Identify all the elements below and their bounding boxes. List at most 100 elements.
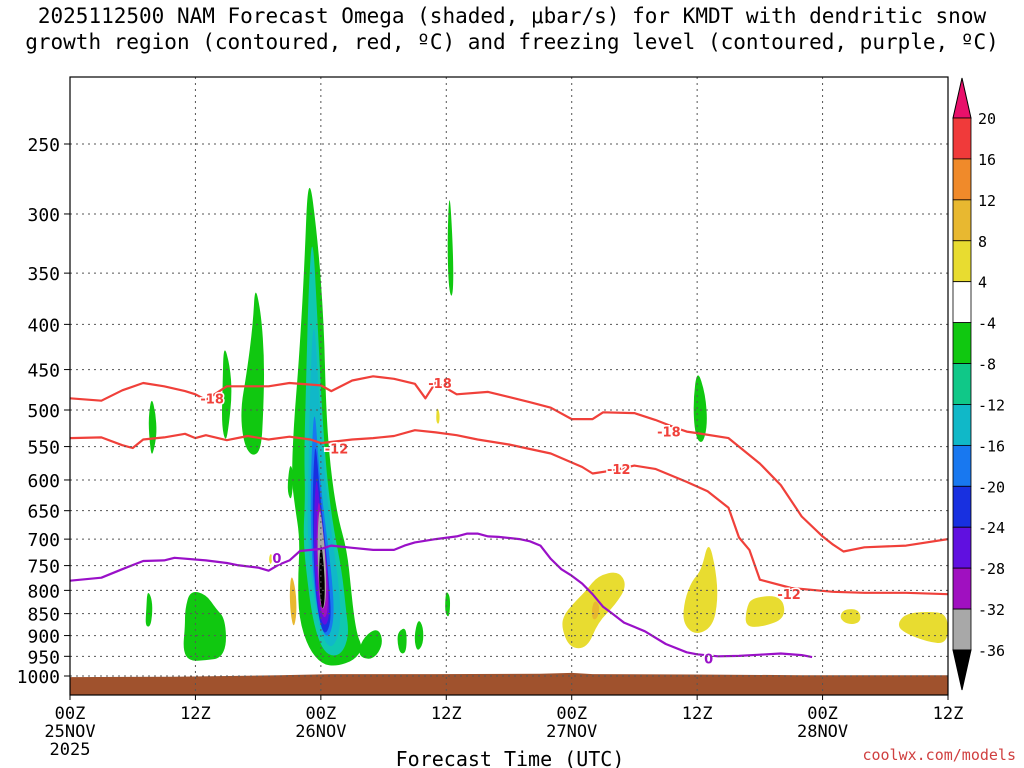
omega-region-29: [898, 611, 948, 644]
colorbar-label: -4: [978, 315, 996, 333]
x-tick-date: 28NOV: [797, 722, 848, 742]
plot-area: -18 -18 -18 -12 -12 -12 0 0: [70, 187, 948, 695]
colorbar-arrow-top: [952, 77, 972, 119]
colorbar-box: [952, 158, 972, 201]
y-tick-label-400: 400: [27, 315, 60, 336]
colorbar-label: -20: [978, 478, 1005, 496]
colorbar-label: 8: [978, 233, 987, 251]
omega-region-25: [591, 601, 600, 620]
contour--12-1: [70, 429, 948, 596]
colorbar-label: -32: [978, 601, 1005, 619]
colorbar-box: [952, 567, 972, 610]
y-tick-label-700: 700: [27, 530, 60, 551]
x-tick-year: 2025: [50, 740, 91, 760]
contour-label: -18: [200, 392, 224, 407]
omega-region-19: [359, 630, 382, 659]
contour-0-2: [70, 532, 813, 659]
terrain-band: [70, 672, 948, 695]
x-tick-label: 12Z: [431, 704, 462, 724]
colorbar-label: 16: [978, 151, 996, 169]
colorbar: 20 16 12 8 4 -4 -8 -12 -16 -20 -24 -28 -32 -36: [952, 77, 1005, 691]
omega-region-21: [436, 408, 440, 424]
contour-label: 0: [272, 552, 281, 567]
colorbar-label: -36: [978, 642, 1005, 660]
x-tick-label: 12Z: [933, 704, 964, 724]
colorbar-box: [952, 199, 972, 242]
y-tick-label-900: 900: [27, 627, 60, 648]
site-credit[interactable]: coolwx.com/models: [862, 746, 1016, 764]
y-axis: 2503003504004505005506006507007508008509…: [17, 135, 70, 688]
omega-shading: -18 -18 -18 -12 -12 -12 0 0: [70, 187, 948, 695]
plot-frame: [69, 76, 949, 696]
y-tick-label-500: 500: [27, 401, 60, 422]
y-tick-label-300: 300: [27, 205, 60, 226]
colorbar-box: [952, 363, 972, 405]
colorbar-label: 12: [978, 192, 996, 210]
y-tick-label-750: 750: [27, 557, 60, 578]
colorbar-box: [952, 404, 972, 446]
chart-title-line-2: growth region (contoured, red, ºC) and f…: [25, 30, 999, 54]
y-tick-label-800: 800: [27, 581, 60, 602]
x-tick-label: 00Z: [55, 704, 86, 724]
x-tick-date: 25NOV: [44, 722, 95, 742]
y-tick-label-950: 950: [27, 647, 60, 668]
x-axis-title: Forecast Time (UTC): [396, 747, 625, 768]
colorbar-label: -12: [978, 396, 1005, 414]
colorbar-label: 20: [978, 110, 996, 128]
contour-label: -12: [325, 443, 349, 458]
colorbar-box: [952, 117, 972, 160]
omega-region-16: [397, 628, 407, 654]
colorbar-box: [952, 322, 972, 364]
omega-region-13: [447, 200, 454, 296]
contour-label: -18: [657, 426, 681, 441]
colorbar-box: [952, 526, 972, 569]
omega-region-22: [269, 554, 273, 564]
y-tick-label-350: 350: [27, 264, 60, 285]
omega-region-12: [319, 546, 325, 609]
omega-region-15: [183, 591, 226, 661]
x-tick-label: 00Z: [305, 704, 336, 724]
omega-region-1: [222, 350, 232, 439]
omega-region-18: [445, 592, 451, 617]
colorbar-box: [952, 281, 972, 324]
colorbar-box: [952, 240, 972, 283]
colorbar-label: -28: [978, 560, 1005, 578]
y-tick-label-450: 450: [27, 361, 60, 382]
x-tick-label: 00Z: [556, 704, 587, 724]
chart-title-line-1: 2025112500 NAM Forecast Omega (shaded, μ…: [37, 4, 987, 28]
x-tick-date: 27NOV: [546, 722, 597, 742]
y-tick-label-550: 550: [27, 438, 60, 459]
y-tick-label-1000: 1000: [17, 667, 60, 688]
x-tick-date: 26NOV: [295, 722, 346, 742]
colorbar-box: [952, 444, 972, 487]
contour-label: -12: [607, 463, 631, 478]
contour-label: -18: [428, 377, 452, 392]
y-tick-label-850: 850: [27, 605, 60, 626]
y-tick-label-600: 600: [27, 471, 60, 492]
colorbar-label: -24: [978, 519, 1005, 537]
colorbar-label: 4: [978, 274, 987, 292]
frame-rect: [69, 76, 949, 696]
colorbar-box: [952, 608, 972, 651]
colorbar-label: -8: [978, 356, 996, 374]
omega-region-23: [289, 577, 297, 626]
omega-region-3: [287, 466, 294, 499]
omega-region-2: [241, 292, 265, 455]
x-tick-label: 12Z: [180, 704, 211, 724]
y-tick-label-250: 250: [27, 135, 60, 156]
omega-region-14: [145, 592, 153, 627]
colorbar-arrow-bottom: [952, 649, 972, 691]
x-tick-label: 00Z: [807, 704, 838, 724]
y-tick-label-650: 650: [27, 502, 60, 523]
x-tick-label: 12Z: [682, 704, 713, 724]
grid: [70, 77, 948, 695]
contour-label: 0: [704, 653, 713, 668]
contour-label: -12: [777, 588, 801, 603]
contour--18-0: [70, 375, 948, 553]
omega-region-0: [148, 400, 157, 454]
omega-region-28: [840, 609, 861, 624]
omega-region-27: [745, 596, 785, 627]
colorbar-box: [952, 485, 972, 528]
